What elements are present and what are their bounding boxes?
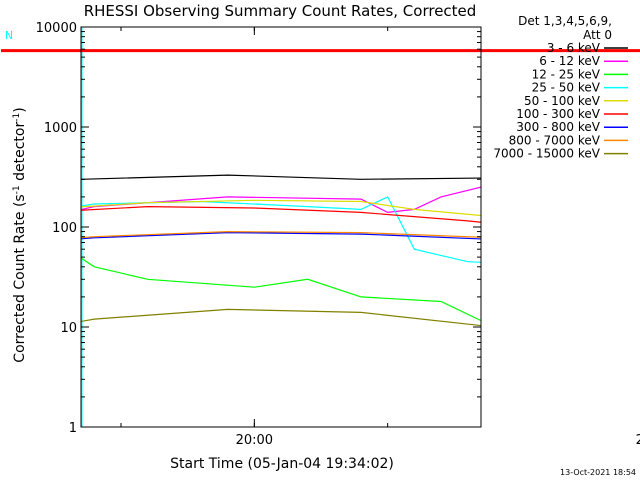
chart-title: RHESSI Observing Summary Count Rates, Co…: [84, 2, 477, 20]
y-label-exp1: -1: [12, 185, 22, 194]
flare-annotations: FN: [1, 29, 640, 53]
y-tick-label: 100: [52, 221, 77, 236]
night-label: N: [5, 29, 13, 42]
series-line-800-7000-keV: [81, 230, 481, 239]
series-line-12-25-keV: [81, 257, 481, 322]
plot-frame: [80, 26, 482, 428]
series-line-50-100-keV: [81, 199, 481, 217]
x-axis-label: Start Time (05-Jan-04 19:34:02): [170, 456, 394, 472]
y-label-end: ): [12, 107, 28, 112]
series-line-7000-15000-keV: [81, 308, 481, 327]
legend-label: 3 - 6 keV: [547, 41, 601, 55]
series-lines: [81, 174, 481, 327]
legend-label: 800 - 7000 keV: [509, 133, 601, 147]
legend-header-line2: Att 0: [583, 28, 612, 42]
y-label-exp2: -1: [12, 113, 22, 122]
legend-label: 50 - 100 keV: [524, 94, 601, 108]
x-axis: 19:4520:0020:1520:3020:4521:00: [120, 27, 640, 448]
y-tick-label: 1000: [44, 121, 77, 136]
series-line-6-12-keV: [81, 186, 481, 214]
legend-label: 6 - 12 keV: [539, 54, 601, 68]
legend-label: 25 - 50 keV: [532, 81, 601, 95]
legend-header-line1: Det 1,3,4,5,6,9,: [518, 14, 612, 28]
footer-date: 13-Oct-2021 18:54: [560, 468, 636, 477]
y-label-base: Corrected Count Rate (s: [12, 194, 28, 362]
y-axis: 1 10 100 1000 10000: [36, 21, 481, 436]
legend-label: 7000 - 15000 keV: [493, 147, 600, 161]
y-label-mid: detector: [12, 122, 28, 186]
legend-label: 300 - 800 keV: [516, 120, 600, 134]
series-line-3-6-keV: [81, 174, 481, 187]
legend-label: 12 - 25 keV: [532, 67, 601, 81]
y-tick-label: 10: [60, 321, 77, 336]
y-tick-label: 10000: [36, 21, 77, 36]
y-axis-label: Corrected Count Rate (s-1 detector-1): [12, 107, 28, 362]
x-tick-label: 20:00: [236, 433, 273, 448]
series-line-100-300-keV: [81, 205, 481, 223]
y-tick-label: 1: [69, 421, 77, 436]
x-tick-label: 20:15: [636, 433, 640, 448]
legend-label: 100 - 300 keV: [516, 107, 600, 121]
